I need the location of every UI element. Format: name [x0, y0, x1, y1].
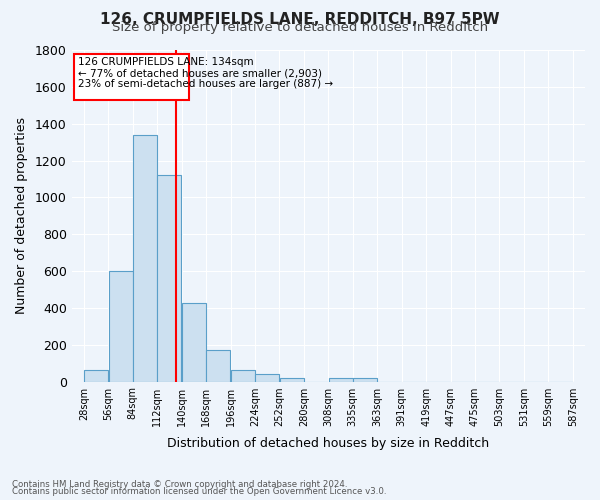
Bar — [182, 304, 206, 382]
FancyBboxPatch shape — [74, 54, 189, 100]
Text: ← 77% of detached houses are smaller (2,903): ← 77% of detached houses are smaller (2,… — [77, 68, 322, 78]
Bar — [157, 175, 181, 382]
Text: Size of property relative to detached houses in Redditch: Size of property relative to detached ho… — [112, 22, 488, 35]
Text: 126 CRUMPFIELDS LANE: 134sqm: 126 CRUMPFIELDS LANE: 134sqm — [77, 58, 253, 68]
Y-axis label: Number of detached properties: Number of detached properties — [15, 118, 28, 314]
Text: 23% of semi-detached houses are larger (887) →: 23% of semi-detached houses are larger (… — [77, 78, 333, 88]
Bar — [206, 350, 230, 382]
Bar — [280, 378, 304, 382]
Bar — [255, 374, 279, 382]
Bar — [231, 370, 255, 382]
Text: Contains HM Land Registry data © Crown copyright and database right 2024.: Contains HM Land Registry data © Crown c… — [12, 480, 347, 489]
Text: 126, CRUMPFIELDS LANE, REDDITCH, B97 5PW: 126, CRUMPFIELDS LANE, REDDITCH, B97 5PW — [100, 12, 500, 26]
Bar — [109, 271, 133, 382]
Bar — [133, 134, 157, 382]
Text: Contains public sector information licensed under the Open Government Licence v3: Contains public sector information licen… — [12, 487, 386, 496]
X-axis label: Distribution of detached houses by size in Redditch: Distribution of detached houses by size … — [167, 437, 490, 450]
Bar — [353, 378, 377, 382]
Bar — [329, 378, 353, 382]
Bar — [84, 370, 108, 382]
